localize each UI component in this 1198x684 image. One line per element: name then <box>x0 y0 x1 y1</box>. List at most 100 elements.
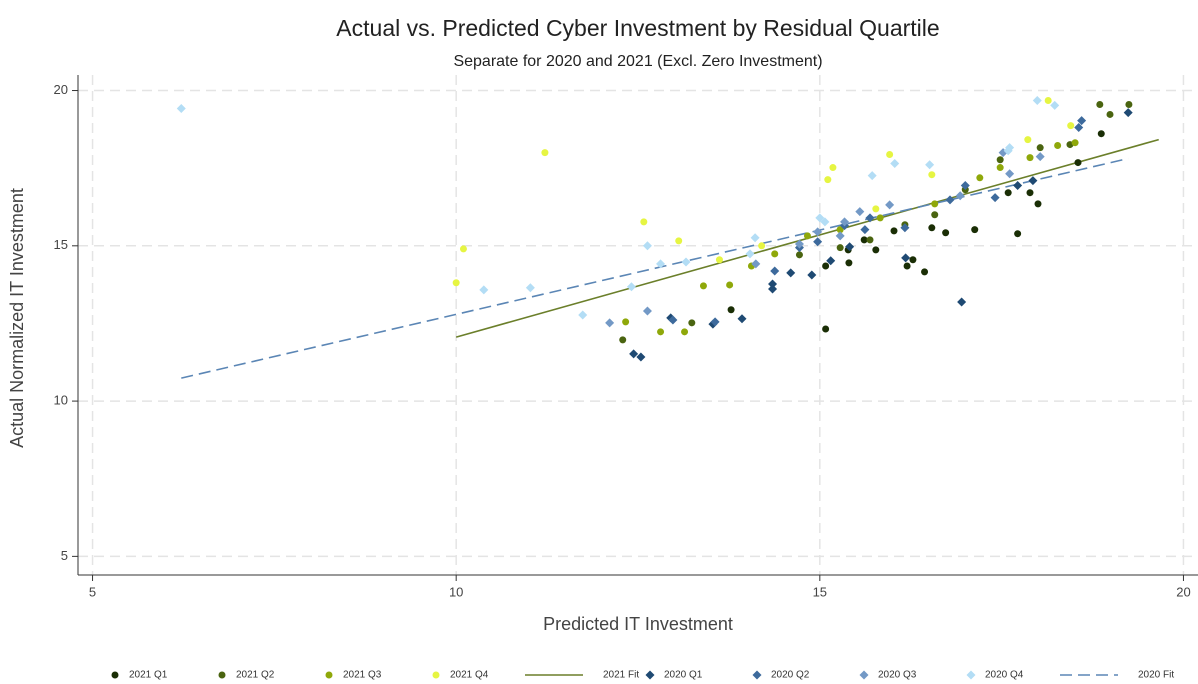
point <box>786 268 796 278</box>
point <box>822 325 830 333</box>
legend-label: 2020 Fit <box>1138 670 1174 681</box>
point <box>855 207 865 217</box>
x-tick-label: 20 <box>1176 584 1190 599</box>
point <box>820 217 830 227</box>
point <box>990 193 1000 203</box>
point <box>836 244 844 252</box>
point <box>901 253 911 263</box>
point <box>1106 110 1114 118</box>
point <box>1032 95 1042 105</box>
point <box>867 171 877 181</box>
point <box>1074 159 1082 167</box>
point <box>845 259 853 267</box>
point <box>1125 101 1133 109</box>
point <box>900 223 910 233</box>
fit-line <box>181 157 1129 379</box>
point <box>750 233 760 243</box>
point <box>629 349 639 359</box>
point <box>525 283 535 293</box>
point <box>865 213 875 223</box>
point <box>957 297 967 307</box>
point <box>960 181 970 191</box>
point <box>872 205 880 213</box>
point <box>826 256 836 266</box>
point <box>1097 130 1105 138</box>
point <box>860 236 868 244</box>
x-axis-label: Predicted IT Investment <box>543 614 733 634</box>
point <box>807 270 817 280</box>
point <box>931 211 939 219</box>
point <box>657 328 665 336</box>
point <box>1024 136 1032 144</box>
point <box>885 200 895 210</box>
point <box>1054 141 1062 149</box>
point <box>794 239 804 249</box>
point <box>1123 108 1133 118</box>
grid <box>78 75 1198 575</box>
x-tick-label: 15 <box>813 584 827 599</box>
x-tick-label: 10 <box>449 584 463 599</box>
point <box>642 241 652 251</box>
point <box>1026 189 1034 197</box>
legend-label: 2021 Q4 <box>450 670 489 681</box>
point <box>727 306 735 314</box>
y-axis-label: Actual Normalized IT Investment <box>7 188 27 448</box>
point <box>890 227 898 235</box>
legend-marker <box>752 670 762 680</box>
point <box>1013 181 1023 191</box>
point <box>656 259 666 269</box>
point <box>996 156 1004 164</box>
point <box>619 336 627 344</box>
point <box>928 171 936 179</box>
point <box>626 282 636 292</box>
legend-marker <box>645 670 655 680</box>
point <box>541 149 549 157</box>
point <box>928 224 936 232</box>
point <box>836 226 844 234</box>
legend-marker <box>432 671 440 679</box>
point <box>1071 139 1079 147</box>
legend-marker <box>218 671 226 679</box>
point <box>1005 143 1015 153</box>
point <box>768 279 778 289</box>
point <box>1034 200 1042 208</box>
point <box>931 200 939 208</box>
point <box>1067 122 1075 130</box>
point <box>824 176 832 184</box>
point <box>822 262 830 270</box>
axes: 5 10 15 20 5 10 15 20 <box>54 75 1198 599</box>
point <box>771 250 779 258</box>
y-tick-label: 5 <box>61 548 68 563</box>
point <box>459 245 467 253</box>
point <box>1026 154 1034 162</box>
point <box>890 159 900 169</box>
point <box>681 328 689 336</box>
point <box>840 217 850 227</box>
point <box>955 191 965 201</box>
point <box>1096 101 1104 109</box>
point <box>688 319 696 327</box>
point <box>866 236 874 244</box>
point <box>886 151 894 159</box>
point <box>452 279 460 287</box>
point <box>668 315 678 325</box>
point <box>845 242 855 252</box>
legend-label: 2021 Q1 <box>129 670 168 681</box>
legend-marker <box>111 671 119 679</box>
point <box>768 284 778 294</box>
point <box>479 285 489 295</box>
x-tick-label: 5 <box>89 584 96 599</box>
point <box>909 256 917 264</box>
point <box>1074 122 1084 132</box>
point <box>976 174 984 182</box>
point <box>1014 230 1022 238</box>
point <box>1050 100 1060 110</box>
point <box>921 268 929 276</box>
point <box>1028 176 1038 186</box>
y-tick-label: 15 <box>54 237 68 252</box>
point <box>872 246 880 254</box>
point <box>699 282 707 290</box>
point <box>758 242 766 250</box>
point <box>945 195 955 205</box>
point <box>1004 189 1012 197</box>
